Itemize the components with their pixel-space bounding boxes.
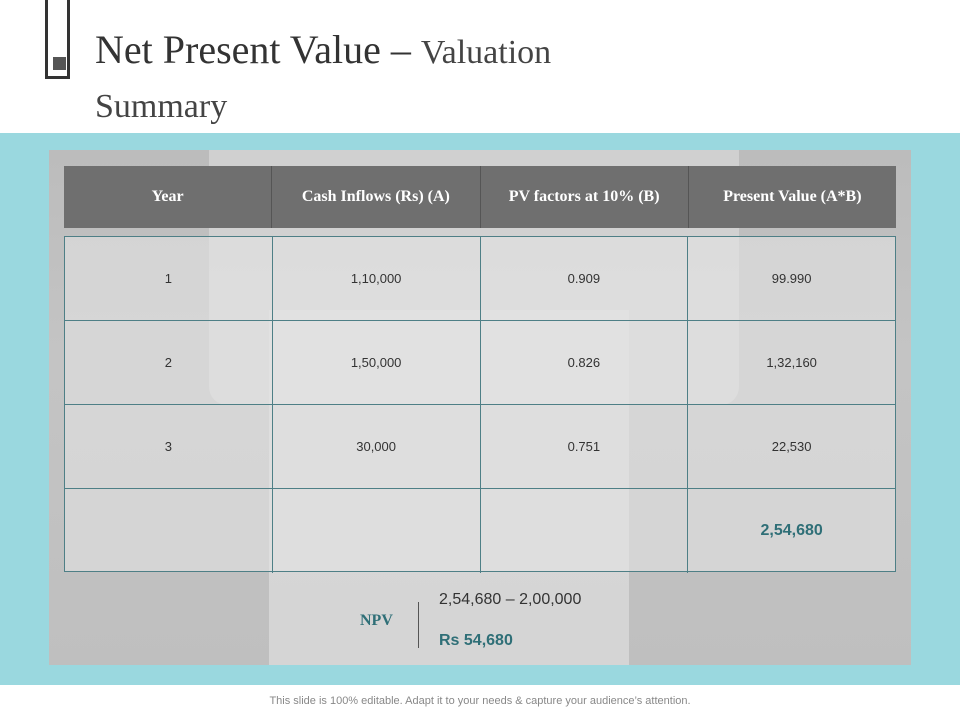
table-header: Year Cash Inflows (Rs) (A) PV factors at… (64, 166, 896, 228)
title-sub-2: Summary (95, 88, 228, 125)
cell-present-value: 22,530 (771, 439, 812, 454)
cell-year: 3 (65, 405, 273, 488)
cell-present-value: 1,32,160 (766, 355, 817, 370)
cell-pv-factor: 0.826 (481, 321, 689, 404)
cell-cash-inflow: 1,10,000 (273, 237, 481, 320)
npv-label: NPV (360, 612, 393, 629)
title-main: Net Present Value – (95, 27, 421, 72)
npv-calculation: 2,54,680 – 2,00,000 (439, 591, 582, 608)
table-body: 1 1,10,000 0.909 99.990 2 1,50,000 0.826… (64, 236, 896, 573)
cell-cash-inflow: 1,50,000 (273, 321, 481, 404)
page-title: Net Present Value – Valuation Summary (95, 26, 815, 137)
cell-cash-inflow: 30,000 (273, 405, 481, 488)
cell-pv-factor: 0.751 (481, 405, 689, 488)
table-row-total: 2,54,680 (65, 489, 895, 573)
valuation-table: Year Cash Inflows (Rs) (A) PV factors at… (64, 166, 896, 573)
cell-empty (481, 489, 689, 573)
title-sub-1: Valuation (420, 34, 552, 71)
table-row: 2 1,50,000 0.826 1,32,160 (65, 321, 895, 405)
cell-year: 1 (65, 237, 273, 320)
cell-total-present-value: 2,54,680 (760, 522, 823, 539)
cell-present-value: 99.990 (771, 271, 812, 286)
accent-dot (53, 57, 66, 70)
table-row: 1 1,10,000 0.909 99.990 (65, 237, 895, 321)
cell-pv-factor: 0.909 (481, 237, 689, 320)
header-cash-inflows: Cash Inflows (Rs) (A) (272, 166, 481, 228)
table-row: 3 30,000 0.751 22,530 (65, 405, 895, 489)
npv-result: Rs 54,680 (439, 632, 513, 649)
npv-divider (418, 602, 419, 648)
cell-empty (65, 489, 273, 573)
cell-year: 2 (65, 321, 273, 404)
header-present-value: Present Value (A*B) (723, 188, 862, 205)
footer-note: This slide is 100% editable. Adapt it to… (269, 695, 691, 707)
cell-empty (273, 489, 481, 573)
header-year: Year (64, 166, 273, 228)
header-pv-factors: PV factors at 10% (B) (481, 166, 689, 228)
title-accent-mark (45, 0, 70, 79)
